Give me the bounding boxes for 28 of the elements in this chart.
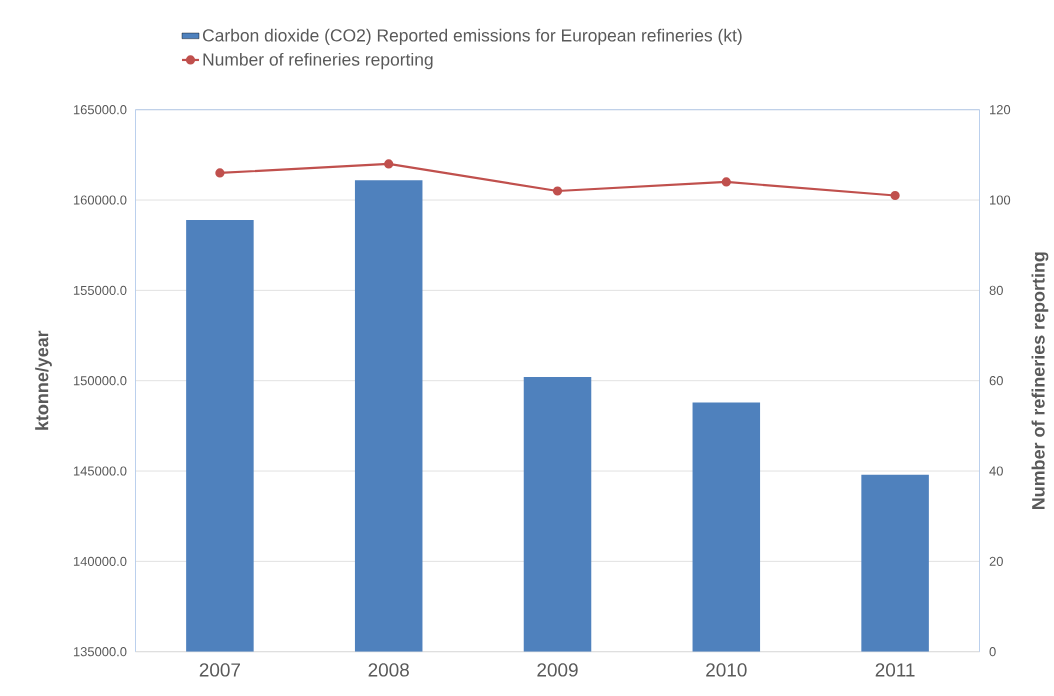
x-tick-label: 2009 xyxy=(537,663,578,677)
point xyxy=(721,177,731,187)
point xyxy=(890,190,900,201)
y2-tick-label: 100 xyxy=(990,195,1011,205)
legend-label: Carbon dioxide (CO2) Reported emissions for European refineries (kt) xyxy=(202,28,742,46)
y-tick-label: 135000.0 xyxy=(73,647,127,657)
y-tick-label: 155000.0 xyxy=(73,285,127,295)
y2-tick-label: 120 xyxy=(990,105,1011,115)
y2-axis-title: Number of refineries reporting xyxy=(1031,252,1049,510)
x-tick-label: 2007 xyxy=(199,663,240,677)
y2-tick-label: 60 xyxy=(989,376,1003,386)
y-tick-label: 160000.0 xyxy=(73,195,127,205)
x-tick-label: 2010 xyxy=(706,663,747,677)
y2-tick-label: 0 xyxy=(989,647,996,657)
y-tick-label: 150000.0 xyxy=(73,376,127,386)
y2-tick-label: 40 xyxy=(989,466,1003,476)
point xyxy=(215,168,225,178)
y-tick-label: 140000.0 xyxy=(73,556,127,566)
y-axis-title: ktonne/year xyxy=(35,330,52,430)
y2-tick-label: 80 xyxy=(989,285,1003,295)
legend-label: Number of refineries reporting xyxy=(203,52,433,70)
y-tick-label: 145000.0 xyxy=(73,466,127,476)
y2-tick-label: 20 xyxy=(989,556,1003,566)
point xyxy=(384,159,394,169)
x-tick-label: 2011 xyxy=(875,663,915,677)
point xyxy=(552,186,563,196)
y-tick-label: 165000.0 xyxy=(73,105,127,115)
x-tick-label: 2008 xyxy=(368,663,409,677)
